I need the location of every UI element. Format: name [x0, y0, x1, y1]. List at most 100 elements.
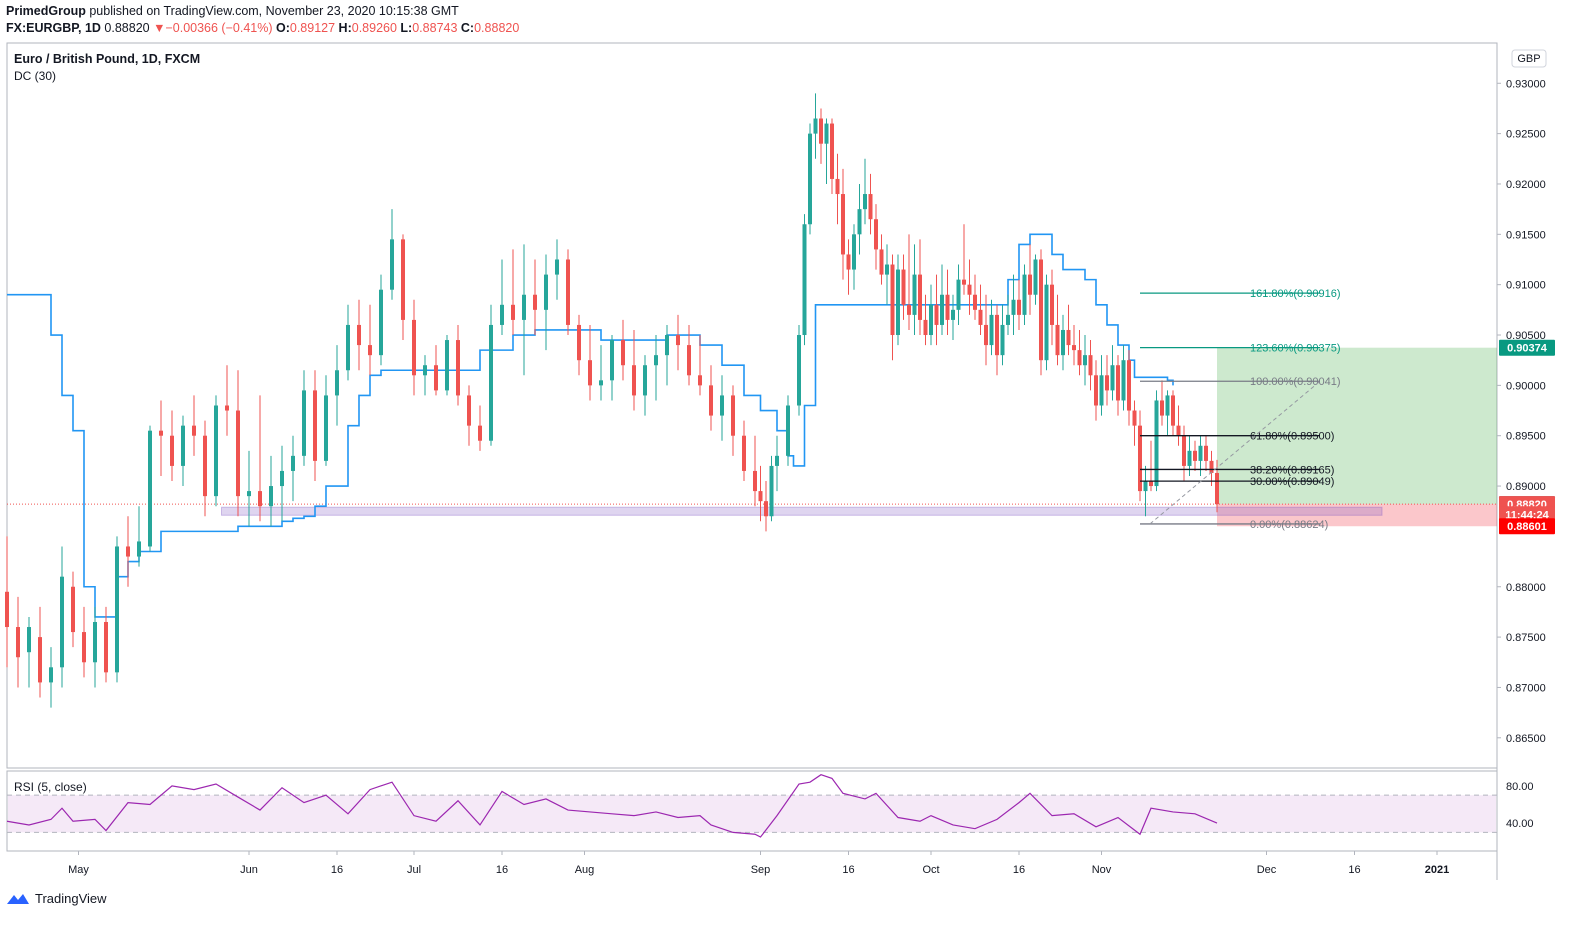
- candle-18: [203, 420, 207, 517]
- candle-body: [456, 340, 460, 396]
- time-tick-10: Nov: [1092, 864, 1112, 876]
- candle-60: [665, 324, 669, 386]
- candle-19: [214, 395, 218, 507]
- candle-46: [511, 249, 515, 336]
- candle-body: [1160, 400, 1164, 416]
- candle-74: [797, 324, 801, 416]
- candle-16: [181, 415, 185, 487]
- candle-body: [863, 194, 867, 210]
- candle-body: [1193, 450, 1197, 461]
- candle-body: [1187, 450, 1192, 466]
- candle-64: [709, 365, 713, 431]
- candle-110: [995, 304, 999, 376]
- candle-84: [852, 224, 856, 290]
- rsi-label: RSI (5, close): [14, 780, 87, 794]
- candle-body: [368, 345, 372, 356]
- fib-level-label-5: 30.00%(0.89049): [1250, 476, 1334, 488]
- candle-47: [522, 244, 526, 376]
- candle-body: [137, 541, 141, 557]
- candle-body: [978, 309, 983, 325]
- candle-92: [896, 254, 900, 346]
- candle-body: [1055, 324, 1060, 356]
- candle-body: [907, 304, 911, 315]
- candle-body: [918, 274, 922, 320]
- change-down-icon: ▼: [153, 21, 166, 35]
- price-tick-11: 0.87000: [1506, 682, 1546, 694]
- footer-brand[interactable]: TradingView: [35, 891, 107, 906]
- rsi-band-fill: [8, 795, 1496, 833]
- candle-102: [951, 294, 955, 341]
- candle-142: [1171, 390, 1175, 436]
- candle-65: [720, 375, 724, 441]
- candle-76: [808, 123, 812, 235]
- footer: TradingView: [6, 891, 107, 906]
- close-label: C:: [460, 21, 475, 35]
- candle-body: [995, 314, 999, 356]
- candle-body: [566, 259, 570, 325]
- candle-body: [555, 259, 559, 275]
- candle-133: [1121, 345, 1126, 411]
- published-text: published on TradingView.com, November 2…: [89, 4, 459, 18]
- candle-body: [93, 621, 97, 663]
- candle-85: [857, 183, 862, 255]
- candle-99: [934, 274, 939, 346]
- candle-48: [533, 259, 537, 336]
- candle-139: [1154, 390, 1159, 492]
- candle-63: [698, 335, 702, 396]
- low-label: L:: [400, 21, 413, 35]
- candle-10: [115, 536, 119, 683]
- candle-body: [852, 234, 856, 270]
- candle-body: [1088, 355, 1093, 376]
- candle-body: [522, 294, 526, 320]
- candle-124: [1072, 324, 1076, 366]
- candle-2: [27, 616, 31, 688]
- candle-53: [588, 324, 592, 401]
- candle-body: [758, 491, 763, 502]
- candle-119: [1044, 274, 1049, 371]
- price-tick-6: 0.90000: [1506, 380, 1546, 392]
- candle-143: [1176, 405, 1181, 446]
- time-tick-0: May: [68, 864, 89, 876]
- candle-96: [918, 239, 922, 336]
- fib-level-label-0: 161.80%(0.90916): [1250, 288, 1341, 300]
- price-tick-12: 0.86500: [1506, 733, 1546, 745]
- candle-body: [956, 279, 961, 310]
- candle-123: [1066, 304, 1071, 356]
- candle-136: [1138, 410, 1142, 502]
- candle-body: [830, 123, 834, 179]
- ohlc-line: FX:EURGBP, 1D 0.88820 ▼−0.00366 (−0.41%)…: [6, 21, 519, 35]
- candle-body: [60, 576, 64, 668]
- price-tick-9: 0.88000: [1506, 582, 1546, 594]
- candle-3: [38, 606, 42, 698]
- candle-116: [1028, 244, 1032, 315]
- candle-body: [769, 465, 774, 517]
- price-label-0: 0.90374: [1507, 343, 1548, 355]
- candle-body: [857, 209, 862, 235]
- candle-59: [654, 335, 658, 401]
- publisher-name[interactable]: PrimedGroup: [6, 4, 86, 18]
- candle-144: [1182, 425, 1186, 482]
- candle-body: [1017, 299, 1021, 315]
- candle-body: [901, 269, 906, 305]
- candle-body: [280, 470, 284, 487]
- candle-121: [1055, 294, 1060, 366]
- candle-body: [1099, 375, 1104, 406]
- chart-title: Euro / British Pound, 1D, FXCM: [14, 52, 200, 66]
- price-tick-5: 0.90500: [1506, 330, 1546, 342]
- candle-body: [302, 390, 306, 456]
- fib-trend-line: [1149, 380, 1321, 525]
- time-tick-6: Sep: [751, 864, 771, 876]
- candle-130: [1105, 355, 1109, 406]
- candle-body: [16, 627, 20, 658]
- candle-23: [258, 395, 262, 522]
- candle-1: [16, 596, 20, 688]
- candle-67: [742, 420, 746, 482]
- candle-62: [687, 324, 691, 386]
- candle-29: [324, 375, 328, 466]
- candle-122: [1061, 314, 1065, 371]
- candle-73: [786, 395, 790, 466]
- candle-105: [967, 259, 972, 315]
- candle-body: [885, 264, 889, 275]
- candle-body: [1077, 350, 1082, 366]
